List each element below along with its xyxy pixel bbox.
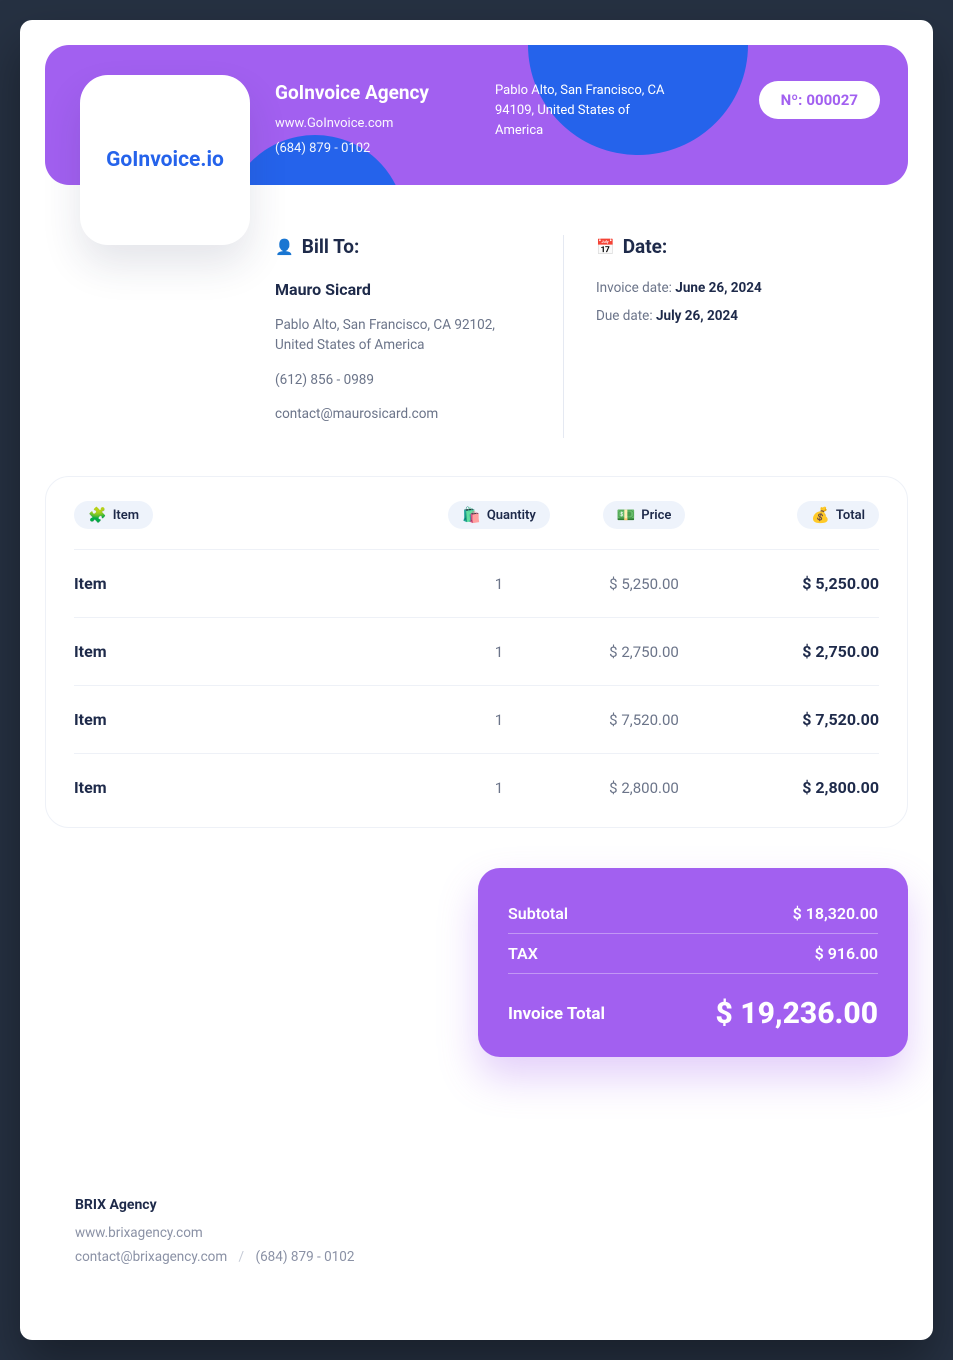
bill-to-name: Mauro Sicard <box>275 280 531 299</box>
bill-to-phone: (612) 856 - 0989 <box>275 370 531 390</box>
invoice-date: Invoice date: June 26, 2024 <box>596 280 863 296</box>
total-icon: 💰 <box>811 506 830 524</box>
table-row: Item 1 $ 7,520.00 $ 7,520.00 <box>74 686 879 754</box>
date-heading: 📅 Date: <box>596 235 863 258</box>
row-item-qty: 1 <box>439 779 559 797</box>
row-item-name: Item <box>74 642 439 661</box>
table-row: Item 1 $ 2,750.00 $ 2,750.00 <box>74 618 879 686</box>
invoice-total-value: $ 19,236.00 <box>716 996 879 1031</box>
company-address: Pablo Alto, San Francisco, CA 94109, Uni… <box>495 81 665 141</box>
due-date: Due date: July 26, 2024 <box>596 308 863 324</box>
company-block: GoInvoice Agency www.GoInvoice.com (684)… <box>275 81 485 161</box>
col-header-item: 🧩 Item <box>74 501 153 529</box>
row-item-qty: 1 <box>439 711 559 729</box>
price-icon: 💵 <box>617 506 636 524</box>
date-section: 📅 Date: Invoice date: June 26, 2024 Due … <box>563 235 863 438</box>
row-item-price: $ 7,520.00 <box>559 711 729 729</box>
subtotal-label: Subtotal <box>508 904 568 923</box>
footer-phone: (684) 879 - 0102 <box>255 1249 354 1265</box>
bill-to-section: 👤 Bill To: Mauro Sicard Pablo Alto, San … <box>275 235 563 438</box>
col-header-item-text: Item <box>113 508 139 523</box>
invoice-page: GoInvoice Agency www.GoInvoice.com (684)… <box>20 20 933 1340</box>
row-item-price: $ 2,750.00 <box>559 643 729 661</box>
bill-to-heading-text: Bill To: <box>302 235 360 258</box>
col-header-quantity: 🛍️ Quantity <box>448 501 550 529</box>
logo-text: GoInvoice.io <box>106 148 224 172</box>
quantity-icon: 🛍️ <box>462 506 481 524</box>
bill-to-address: Pablo Alto, San Francisco, CA 92102, Uni… <box>275 315 531 356</box>
due-date-label: Due date: <box>596 308 656 324</box>
row-item-total: $ 7,520.00 <box>729 710 879 729</box>
row-item-total: $ 2,800.00 <box>729 778 879 797</box>
invoice-number-value: 000027 <box>806 91 858 109</box>
row-item-qty: 1 <box>439 575 559 593</box>
row-item-qty: 1 <box>439 643 559 661</box>
footer: BRIX Agency www.brixagency.com contact@b… <box>20 1057 933 1340</box>
separator: / <box>239 1249 245 1265</box>
col-header-quantity-text: Quantity <box>487 508 536 523</box>
invoice-total-label: Invoice Total <box>508 1004 605 1024</box>
footer-contact-line: contact@brixagency.com / (684) 879 - 010… <box>75 1245 878 1269</box>
table-row: Item 1 $ 2,800.00 $ 2,800.00 <box>74 754 879 821</box>
col-header-price-text: Price <box>641 508 671 523</box>
due-date-value: July 26, 2024 <box>656 308 738 324</box>
item-icon: 🧩 <box>88 506 107 524</box>
date-heading-text: Date: <box>623 235 668 258</box>
table-row: Item 1 $ 5,250.00 $ 5,250.00 <box>74 550 879 618</box>
logo-card: GoInvoice.io <box>80 75 250 245</box>
subtotal-value: $ 18,320.00 <box>793 904 878 923</box>
totals-card: Subtotal $ 18,320.00 TAX $ 916.00 Invoic… <box>478 868 908 1057</box>
subtotal-row: Subtotal $ 18,320.00 <box>508 894 878 934</box>
col-header-total: 💰 Total <box>797 501 879 529</box>
row-item-name: Item <box>74 574 439 593</box>
footer-agency: BRIX Agency <box>75 1197 878 1213</box>
row-item-price: $ 2,800.00 <box>559 779 729 797</box>
footer-website: www.brixagency.com <box>75 1221 878 1245</box>
items-table-header: 🧩 Item 🛍️ Quantity 💵 Price 💰 Total <box>74 495 879 550</box>
col-header-price: 💵 Price <box>603 501 686 529</box>
company-website: www.GoInvoice.com <box>275 112 485 137</box>
person-icon: 👤 <box>275 238 294 256</box>
bill-to-heading: 👤 Bill To: <box>275 235 531 258</box>
invoice-date-label: Invoice date: <box>596 280 675 296</box>
company-phone: (684) 879 - 0102 <box>275 137 485 162</box>
row-item-price: $ 5,250.00 <box>559 575 729 593</box>
calendar-icon: 📅 <box>596 238 615 256</box>
tax-label: TAX <box>508 944 538 963</box>
invoice-date-value: June 26, 2024 <box>675 280 761 296</box>
company-name: GoInvoice Agency <box>275 81 485 104</box>
tax-value: $ 916.00 <box>815 944 878 963</box>
tax-row: TAX $ 916.00 <box>508 934 878 974</box>
invoice-number-prefix: Nº: <box>781 91 803 109</box>
items-table: 🧩 Item 🛍️ Quantity 💵 Price 💰 Total Item 1 $ … <box>45 476 908 828</box>
invoice-number-pill: Nº: 000027 <box>759 81 880 119</box>
row-item-name: Item <box>74 710 439 729</box>
row-item-total: $ 2,750.00 <box>729 642 879 661</box>
row-item-total: $ 5,250.00 <box>729 574 879 593</box>
row-item-name: Item <box>74 778 439 797</box>
bill-to-email: contact@maurosicard.com <box>275 404 531 424</box>
invoice-total-row: Invoice Total $ 19,236.00 <box>508 974 878 1031</box>
footer-email: contact@brixagency.com <box>75 1249 227 1265</box>
col-header-total-text: Total <box>836 508 865 523</box>
